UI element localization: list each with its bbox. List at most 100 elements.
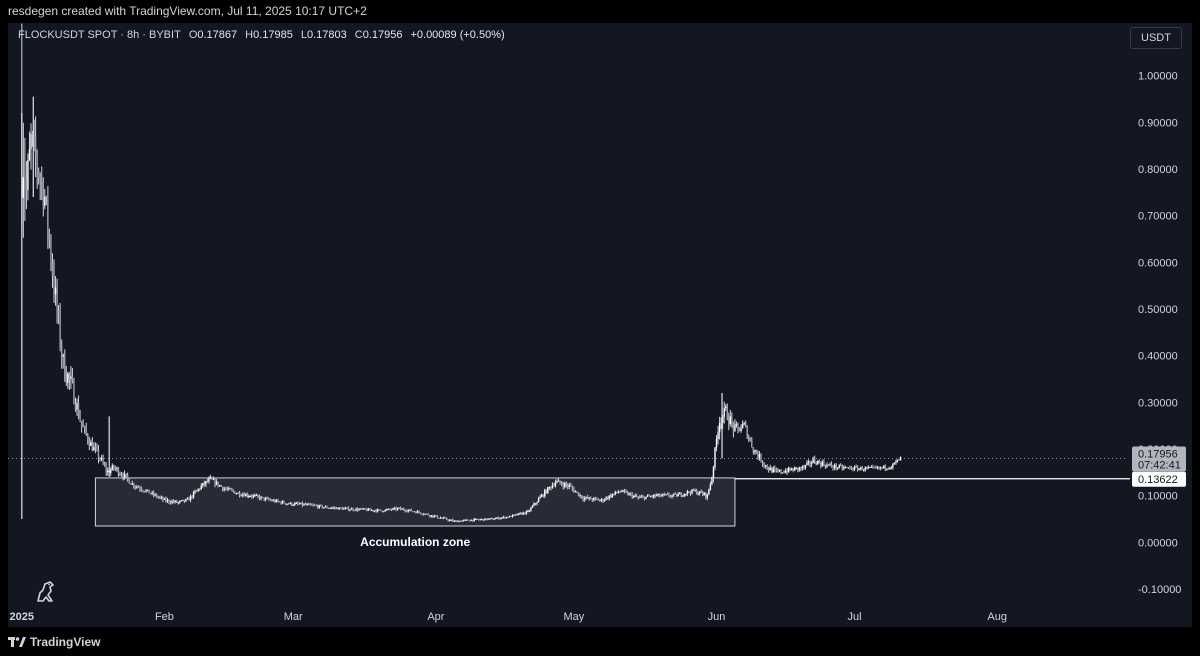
- price-chart[interactable]: 1.00000 0.90000 0.80000 0.70000 0.60000 0.500…: [8, 23, 1192, 627]
- candle-body: [672, 493, 675, 496]
- candle-body: [574, 491, 577, 493]
- candle-body: [882, 465, 885, 468]
- candle-body: [580, 495, 583, 498]
- candle-body: [140, 489, 143, 491]
- change-value: +0.00089 (+0.50%): [410, 29, 505, 41]
- candle-body: [162, 497, 164, 500]
- candle-body: [771, 467, 773, 473]
- candle-body: [430, 515, 432, 517]
- candle-body: [304, 504, 307, 506]
- candle-body: [231, 489, 233, 491]
- candle-body: [74, 403, 77, 410]
- candle-body: [539, 496, 541, 499]
- y-tick-label: 0.90000: [1138, 117, 1178, 129]
- candle-body: [780, 469, 782, 473]
- chart-panel[interactable]: 1.00000 0.90000 0.80000 0.70000 0.60000 0.500…: [8, 23, 1192, 627]
- candle-body: [689, 492, 692, 494]
- y-tick-label: 0.00000: [1138, 537, 1178, 549]
- candle-body: [755, 450, 758, 454]
- candle-body: [680, 493, 682, 496]
- candle-body: [370, 510, 373, 512]
- candle-body: [787, 467, 790, 473]
- candle-body: [671, 495, 673, 497]
- y-tick-label: 0.40000: [1138, 351, 1178, 363]
- candle-body: [849, 467, 851, 469]
- candle-body: [51, 263, 54, 277]
- candle-body: [702, 492, 704, 495]
- x-tick-label: 2025: [10, 611, 34, 623]
- candle-body: [530, 507, 532, 511]
- candle-body: [898, 459, 900, 461]
- accumulation-zone-box[interactable]: [94, 477, 736, 527]
- candle-body: [456, 520, 459, 523]
- candle-body: [471, 519, 474, 521]
- candle-body: [850, 467, 853, 470]
- candle-body: [413, 511, 416, 513]
- high-value: 0.17985: [253, 29, 293, 41]
- candle-body: [665, 494, 667, 496]
- candle-body: [195, 490, 198, 492]
- candle-body: [317, 505, 319, 508]
- candle-body: [48, 231, 51, 241]
- candle-body: [88, 441, 90, 446]
- candle-body: [56, 287, 58, 312]
- candle-body: [356, 508, 359, 511]
- candle-body: [384, 509, 386, 512]
- candle-body: [764, 465, 767, 467]
- candle-body: [775, 469, 778, 471]
- candle-body: [24, 177, 26, 182]
- candle-body: [708, 489, 710, 494]
- current-price-value: 0.17956: [1138, 449, 1178, 461]
- candle-body: [677, 494, 679, 497]
- candle-body: [651, 496, 653, 498]
- candle-body: [833, 464, 836, 468]
- candle-body: [387, 508, 390, 510]
- candle-body: [179, 501, 181, 503]
- candle-body: [844, 467, 847, 469]
- candle-body: [760, 454, 762, 462]
- candle-body: [484, 518, 486, 521]
- candle-body: [455, 520, 457, 522]
- candle-body: [617, 491, 620, 493]
- candle-body: [537, 498, 540, 503]
- candle-body: [593, 497, 595, 501]
- candle-body: [640, 496, 643, 498]
- candle-body: [229, 488, 232, 490]
- candle-body: [705, 492, 707, 498]
- chart-caption: resdegen created with TradingView.com, J…: [8, 4, 367, 18]
- candle-body: [94, 447, 97, 449]
- candle-body: [258, 496, 261, 499]
- candle-body: [257, 495, 259, 497]
- candle-body: [636, 495, 638, 498]
- currency-selector[interactable]: USDT: [1130, 27, 1182, 49]
- candle-body: [712, 466, 715, 479]
- candle-body: [445, 517, 448, 520]
- candle-body: [784, 470, 787, 473]
- candle-body: [513, 514, 515, 516]
- candle-body: [220, 485, 222, 487]
- candle-body: [185, 499, 187, 502]
- candle-body: [547, 487, 549, 494]
- tradingview-brand[interactable]: TradingView: [8, 633, 100, 651]
- x-tick-label: Aug: [987, 611, 1007, 623]
- candle-body: [122, 475, 124, 478]
- candle-body: [869, 467, 871, 469]
- candle-body: [505, 516, 508, 519]
- candle-body: [852, 469, 854, 471]
- candle-body: [44, 196, 46, 206]
- candle-body: [323, 507, 325, 509]
- candle-body: [87, 434, 89, 442]
- candle-body: [585, 497, 587, 499]
- y-tick-label: 0.70000: [1138, 211, 1178, 223]
- candle-body: [110, 469, 112, 473]
- candle-body: [718, 422, 721, 433]
- candle-body: [720, 422, 722, 424]
- candle-body: [511, 515, 514, 517]
- candle-body: [614, 491, 617, 494]
- candle-body: [268, 498, 270, 500]
- candle-body: [136, 486, 138, 488]
- candle-body: [129, 483, 132, 485]
- candle-body: [821, 462, 824, 466]
- candle-body: [488, 518, 491, 520]
- candle-body: [679, 493, 681, 495]
